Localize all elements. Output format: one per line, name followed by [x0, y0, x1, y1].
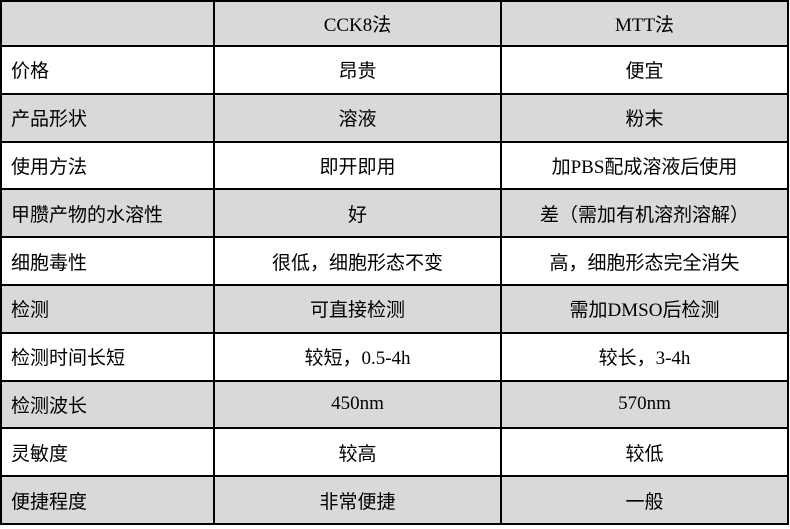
corner-cell [0, 0, 215, 47]
cck8-value-cell: 450nm [213, 379, 502, 430]
row-label-cell: 检测 [0, 283, 215, 334]
table-row: 使用方法 即开即用 加PBS配成溶液后使用 [0, 140, 789, 191]
cck8-value-cell: 可直接检测 [213, 283, 502, 334]
mtt-value-cell: 便宜 [500, 45, 789, 95]
row-label-cell: 使用方法 [0, 140, 215, 191]
table-row: 甲臜产物的水溶性好差（需加有机溶剂溶解） [0, 188, 789, 239]
table-row: 细胞毒性 很低，细胞形态不变 高，细胞形态完全消失 [0, 236, 789, 286]
cck8-value-cell: 很低，细胞形态不变 [213, 236, 502, 286]
cck8-value-cell: 昂贵 [213, 45, 502, 95]
row-label-cell: 价格 [0, 45, 215, 95]
mtt-value-cell: 需加DMSO后检测 [500, 283, 789, 334]
mtt-value-cell: 较低 [500, 427, 789, 478]
mtt-value-cell: 粉末 [500, 92, 789, 143]
cck8-value-cell: 较高 [213, 427, 502, 478]
table-row: 便捷程度 非常便捷 一般 [0, 475, 789, 525]
table-row: 检测波长 450nm 570nm [0, 379, 789, 430]
cck8-value-cell: 溶液 [213, 92, 502, 143]
mtt-value-cell: 差（需加有机溶剂溶解） [500, 188, 789, 239]
row-label-cell: 检测波长 [0, 379, 215, 430]
row-label-cell: 细胞毒性 [0, 236, 215, 286]
table-header: CCK8法 MTT法 [0, 0, 789, 47]
table-row: 检测 可直接检测 需加DMSO后检测 [0, 283, 789, 334]
row-label-cell: 灵敏度 [0, 427, 215, 478]
mtt-value-cell: 一般 [500, 475, 789, 525]
mtt-value-cell: 加PBS配成溶液后使用 [500, 140, 789, 191]
cck8-value-cell: 较短，0.5-4h [213, 331, 502, 382]
table-row: 检测时间长短 较短，0.5-4h 较长，3-4h [0, 331, 789, 382]
cck8-value-cell: 非常便捷 [213, 475, 502, 525]
row-label-cell: 甲臜产物的水溶性 [0, 188, 215, 239]
column-header-cck8: CCK8法 [213, 0, 502, 47]
cck8-value-cell: 即开即用 [213, 140, 502, 191]
cck8-value-cell: 好 [213, 188, 502, 239]
mtt-value-cell: 较长，3-4h [500, 331, 789, 382]
header-row: CCK8法 MTT法 [0, 0, 789, 47]
table-body: 价格 昂贵 便宜 产品形状 溶液 粉末 使用方法 即开即用 加PBS配成溶液后使用 甲臜产物的水溶… [0, 45, 789, 525]
table-row: 灵敏度 较高 较低 [0, 427, 789, 478]
row-label-cell: 便捷程度 [0, 475, 215, 525]
table-row: 产品形状 溶液 粉末 [0, 92, 789, 143]
row-label-cell: 检测时间长短 [0, 331, 215, 382]
mtt-value-cell: 高，细胞形态完全消失 [500, 236, 789, 286]
table-row: 价格 昂贵 便宜 [0, 45, 789, 95]
column-header-mtt: MTT法 [500, 0, 789, 47]
mtt-value-cell: 570nm [500, 379, 789, 430]
row-label-cell: 产品形状 [0, 92, 215, 143]
